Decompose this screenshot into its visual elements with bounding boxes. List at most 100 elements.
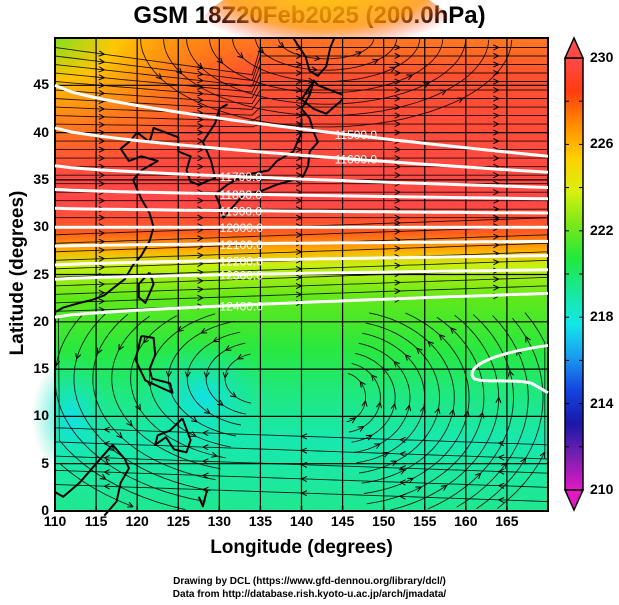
streamline-arrow xyxy=(372,59,379,65)
streamline-arrow xyxy=(197,70,204,77)
streamline-arrow xyxy=(295,163,302,170)
coastline xyxy=(154,417,192,454)
streamline-arrow xyxy=(301,447,308,454)
x-tick-label: 150 xyxy=(371,513,396,529)
streamline-arrow xyxy=(493,155,499,162)
streamline-arrow xyxy=(394,262,401,269)
streamline-arrow xyxy=(98,180,105,187)
streamline-arrow xyxy=(359,381,366,388)
streamline xyxy=(73,313,211,492)
streamline-arrow xyxy=(493,86,499,94)
streamline-arrow xyxy=(301,475,308,483)
streamline-arrow xyxy=(394,197,401,204)
x-tick-label: 145 xyxy=(330,513,355,529)
streamline-arrow xyxy=(225,345,232,351)
streamline-arrow xyxy=(211,451,218,458)
streamline-arrow xyxy=(202,472,209,479)
height-contour xyxy=(54,206,549,215)
streamline-arrow xyxy=(394,155,401,162)
streamline-arrow xyxy=(197,214,204,221)
streamline-arrow xyxy=(197,235,204,242)
streamline-arrow xyxy=(415,486,422,493)
streamline xyxy=(427,314,514,510)
streamline-arrow xyxy=(98,172,105,179)
streamline-arrow xyxy=(98,50,105,57)
y-tick-label: 0 xyxy=(41,502,49,518)
streamline-arrow xyxy=(493,103,499,111)
streamline-arrow xyxy=(399,479,406,486)
streamline-arrow xyxy=(75,352,82,360)
streamline-arrow xyxy=(440,89,447,96)
streamline-arrow xyxy=(314,55,321,62)
height-contour xyxy=(470,343,549,395)
x-tick-label: 160 xyxy=(454,513,478,529)
streamline-arrow xyxy=(295,231,302,239)
credits: Drawing by DCL (https://www.gfd-dennou.o… xyxy=(0,575,619,601)
streamline-arrow xyxy=(361,400,368,407)
streamline-arrow xyxy=(98,281,105,288)
contour-label: 11700.0 xyxy=(220,170,263,184)
streamline-arrow xyxy=(394,228,401,235)
streamline xyxy=(209,37,444,94)
streamline-arrow xyxy=(295,197,302,204)
streamline-arrow xyxy=(295,214,302,221)
streamline-arrow xyxy=(98,58,105,65)
streamline-arrow xyxy=(493,284,499,291)
colorbar-tick-label: 218 xyxy=(590,308,614,325)
x-tick-label: 155 xyxy=(413,513,437,529)
streamline-arrow xyxy=(203,408,211,414)
streamline-arrow xyxy=(371,374,378,381)
streamline-arrow xyxy=(416,347,423,354)
streamline xyxy=(232,37,421,82)
streamline-arrow xyxy=(493,95,499,102)
streamline-arrow xyxy=(295,248,302,256)
streamline-arrow xyxy=(374,443,381,449)
contour-label: 12300.0 xyxy=(220,269,264,283)
streamline-arrow xyxy=(196,62,203,70)
streamline-arrow xyxy=(399,450,406,458)
streamline-arrow xyxy=(394,219,401,227)
streamline xyxy=(111,315,221,470)
colorbar-extend-min xyxy=(563,489,585,512)
colorbar-tick-label: 210 xyxy=(590,481,614,497)
streamline-arrow xyxy=(143,336,150,344)
streamline-arrow xyxy=(394,189,401,196)
streamline-arrow xyxy=(217,399,224,406)
streamline-arrow xyxy=(493,78,499,85)
streamline-arrow xyxy=(295,69,302,77)
streamline-arrow xyxy=(399,465,406,472)
streamline-arrow xyxy=(197,77,204,84)
streamline xyxy=(57,318,186,511)
colorbar-tick-label: 214 xyxy=(590,394,614,411)
streamline-arrow xyxy=(190,416,198,423)
colorbar-extend-max xyxy=(563,36,585,59)
streamline-arrow xyxy=(98,105,105,112)
streamline-arrow xyxy=(98,146,105,153)
streamline-arrow xyxy=(126,419,133,427)
streamline-arrow xyxy=(498,496,505,504)
streamline-arrow xyxy=(295,61,302,68)
streamline-arrow xyxy=(184,371,191,378)
coastline xyxy=(137,271,155,304)
coastline xyxy=(54,443,130,517)
streamline-arrow xyxy=(237,52,244,59)
streamline-arrow xyxy=(197,90,204,97)
streamline-arrow xyxy=(349,417,356,424)
height-contour xyxy=(54,268,549,281)
streamline-arrow xyxy=(404,354,412,361)
streamline-arrow xyxy=(98,247,105,254)
streamline-arrow xyxy=(98,255,105,262)
streamline-arrow xyxy=(493,259,499,266)
height-contour xyxy=(54,164,549,189)
streamline-arrow xyxy=(295,265,302,273)
streamline-arrow xyxy=(394,146,401,153)
contour-label: 11900.0 xyxy=(220,205,263,219)
y-tick-label: 35 xyxy=(33,170,49,187)
x-tick-label: 130 xyxy=(207,513,231,529)
streamline-arrow xyxy=(197,286,204,293)
streamline-arrow xyxy=(155,73,162,80)
streamline-arrow xyxy=(99,473,107,480)
streamline-arrow xyxy=(498,440,505,447)
y-tick-label: 25 xyxy=(33,265,49,282)
